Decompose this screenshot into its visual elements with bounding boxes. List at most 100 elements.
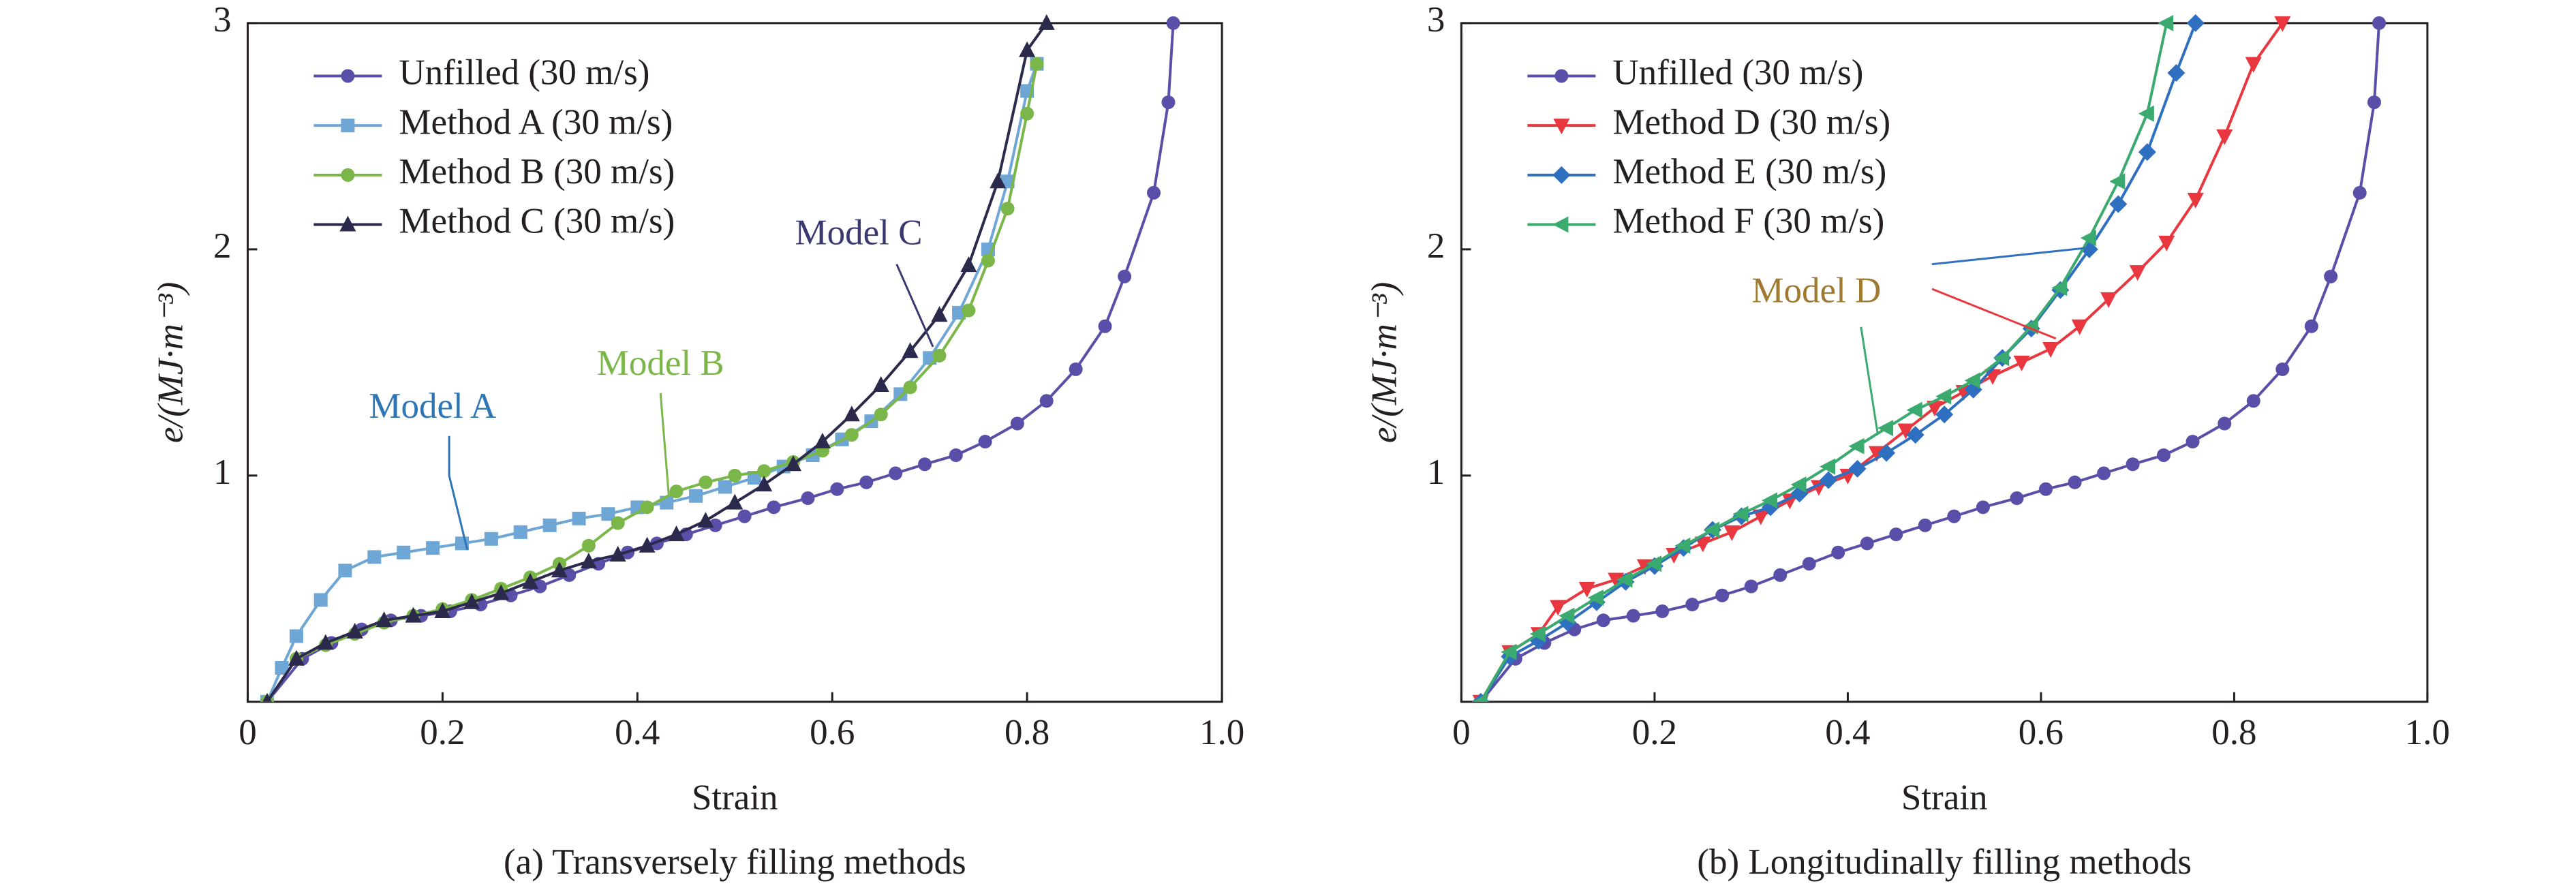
marker xyxy=(262,692,272,702)
marker xyxy=(981,254,995,268)
marker xyxy=(2126,457,2140,472)
marker xyxy=(1501,643,1517,660)
marker xyxy=(639,536,656,553)
marker xyxy=(1877,444,1896,462)
marker xyxy=(562,568,577,582)
marker xyxy=(903,380,917,395)
legend-label: Method E (30 m/s) xyxy=(1612,152,1886,191)
x-tick-label: 0.6 xyxy=(810,713,855,752)
marker xyxy=(346,622,363,639)
marker xyxy=(1000,202,1015,216)
annotation-line xyxy=(895,264,934,348)
marker xyxy=(580,552,597,568)
marker xyxy=(2274,16,2291,32)
marker xyxy=(1161,95,1176,110)
marker xyxy=(668,525,685,542)
marker xyxy=(1715,588,1730,602)
marker xyxy=(960,256,977,273)
marker xyxy=(2080,230,2096,247)
marker xyxy=(493,584,510,600)
marker xyxy=(2010,491,2024,506)
marker xyxy=(313,593,328,607)
marker xyxy=(2304,319,2318,333)
marker xyxy=(1471,693,1488,702)
marker xyxy=(932,348,947,363)
marker xyxy=(1030,57,1044,71)
marker xyxy=(1020,106,1034,121)
marker xyxy=(341,119,355,133)
marker xyxy=(2156,448,2171,462)
series-line xyxy=(266,22,1048,702)
marker xyxy=(1993,350,2010,367)
y-tick-label: 3 xyxy=(213,0,232,40)
marker xyxy=(889,466,903,480)
marker xyxy=(689,489,703,503)
marker xyxy=(2246,394,2260,408)
marker xyxy=(1626,609,1640,623)
x-tick-label: 0 xyxy=(239,713,257,752)
marker xyxy=(718,480,732,494)
y-tick-label: 3 xyxy=(1427,0,1445,40)
marker xyxy=(1552,166,1571,184)
y-axis-label: e/(MJ·m⁻³) xyxy=(151,282,191,444)
x-axis-label: Strain xyxy=(1901,778,1988,817)
marker xyxy=(1038,14,1055,30)
marker xyxy=(872,376,889,393)
marker xyxy=(2352,185,2367,200)
marker xyxy=(2367,95,2381,110)
marker xyxy=(1578,581,1595,598)
marker xyxy=(1723,525,1741,541)
y-tick-label: 1 xyxy=(1427,452,1445,492)
marker xyxy=(874,408,888,422)
marker xyxy=(2068,475,2082,489)
marker xyxy=(2158,235,2175,251)
marker xyxy=(843,405,860,422)
marker xyxy=(1039,394,1054,408)
marker xyxy=(1147,185,1161,200)
marker xyxy=(1889,527,1903,542)
marker xyxy=(1559,607,1575,624)
annotation: Model B xyxy=(597,343,724,383)
marker xyxy=(2138,105,2154,122)
marker xyxy=(572,511,586,525)
marker xyxy=(1906,401,1922,418)
marker xyxy=(859,475,874,489)
legend-label: Unfilled (30 m/s) xyxy=(1612,53,1863,93)
marker xyxy=(542,518,557,532)
marker xyxy=(1694,536,1711,553)
x-axis-label: Strain xyxy=(692,778,778,817)
marker xyxy=(341,168,355,182)
marker xyxy=(1744,579,1758,594)
marker xyxy=(1529,626,1546,643)
marker xyxy=(1703,521,1719,538)
annotation-line xyxy=(448,435,469,551)
marker xyxy=(275,661,289,675)
marker xyxy=(2275,362,2290,376)
marker xyxy=(1918,518,1932,532)
marker xyxy=(737,509,752,523)
marker xyxy=(1773,568,1788,582)
marker xyxy=(893,387,908,401)
marker xyxy=(814,433,831,449)
marker xyxy=(949,448,963,462)
marker xyxy=(990,172,1007,189)
x-tick-label: 0.8 xyxy=(2211,713,2256,752)
marker xyxy=(1790,476,1807,493)
marker xyxy=(767,500,781,515)
marker xyxy=(339,215,356,232)
x-tick-label: 0 xyxy=(1452,713,1471,752)
marker xyxy=(699,475,713,489)
marker xyxy=(338,564,352,578)
marker xyxy=(1098,319,1112,333)
marker xyxy=(1553,119,1570,135)
legend-label: Method F (30 m/s) xyxy=(1612,202,1884,241)
marker xyxy=(1906,426,1925,444)
legend-label: Unfilled (30 m/s) xyxy=(399,53,649,93)
marker xyxy=(2100,292,2117,308)
y-tick-label: 2 xyxy=(213,226,232,266)
marker xyxy=(2186,435,2200,449)
marker xyxy=(1877,420,1894,437)
annotation: Model C xyxy=(795,213,923,253)
marker xyxy=(1897,423,1914,440)
